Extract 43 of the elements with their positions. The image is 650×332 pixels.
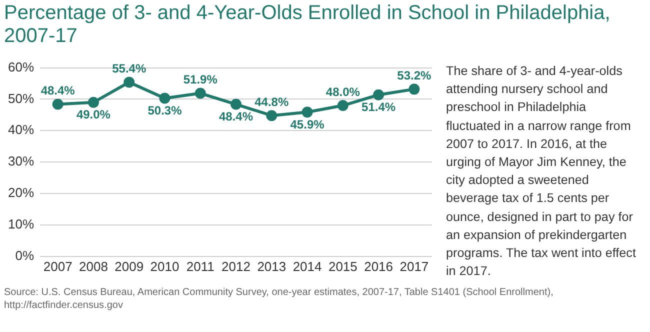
- data-label: 45.9%: [290, 117, 325, 132]
- x-tick-label: 2011: [186, 258, 214, 274]
- y-tick-label: 50%: [8, 90, 34, 106]
- y-tick-label: 60%: [8, 59, 34, 74]
- data-label: 53.2%: [397, 68, 432, 82]
- x-tick-label: 2008: [79, 258, 108, 274]
- x-tick-label: 2015: [328, 258, 358, 274]
- x-tick-label: 2013: [257, 258, 286, 274]
- data-label: 49.0%: [76, 108, 111, 122]
- data-label: 50.3%: [148, 104, 182, 118]
- x-tick-label: 2012: [222, 258, 250, 274]
- point: [52, 98, 64, 110]
- x-tick-label: 2016: [364, 258, 394, 274]
- y-tick-label: 40%: [8, 122, 34, 138]
- point: [373, 89, 384, 100]
- chart-title: Percentage of 3- and 4-Year-Olds Enrolled in School in Philadelphia, 2007-17: [4, 2, 612, 48]
- point: [194, 88, 206, 99]
- data-label: 44.8%: [254, 94, 289, 109]
- point: [337, 100, 348, 112]
- text: The share of 3- and 4-year-olds attending nursery school and preschool in Philadelphia fluctuated in a narrow range from 2007 to 2017. In 2016, at the urging of Mayor Jim Kenney, the city adopted a sweetened beverage tax of 1.5 cents per ounce, designed in part to pay for an expansion of prekindergarten programs. The tax went into effect in 2017.: [446, 64, 636, 278]
- x-tick-label: 2007: [43, 258, 72, 274]
- data-label: 48.4%: [218, 110, 254, 124]
- point: [230, 98, 242, 110]
- point: [124, 76, 135, 88]
- point: [88, 96, 99, 108]
- point: [302, 106, 313, 118]
- x-tick-label: 2017: [400, 258, 429, 274]
- data-label: 48.0%: [326, 84, 360, 99]
- source-note: Source: U.S. Census Bureau, American Community Survey, one-year estimates, 2007-17, Table S1401 (School Enrollment), http://factfinder.census.gov: [4, 286, 554, 312]
- data-label: 51.9%: [183, 72, 218, 87]
- data-label: 51.4%: [362, 100, 396, 114]
- point: [408, 84, 420, 95]
- y-tick-label: 30%: [8, 154, 34, 169]
- point: [159, 92, 170, 104]
- data-label: 55.4%: [112, 62, 146, 76]
- y-tick-label: 10%: [8, 216, 34, 232]
- y-tick-label: 20%: [8, 185, 34, 200]
- point: [266, 110, 278, 122]
- y-tick-label: 0%: [15, 248, 34, 263]
- x-tick-label: 2014: [292, 258, 322, 274]
- x-tick-label: 2010: [150, 258, 180, 274]
- x-tick-label: 2009: [114, 258, 144, 274]
- data-label: 48.4%: [40, 84, 76, 98]
